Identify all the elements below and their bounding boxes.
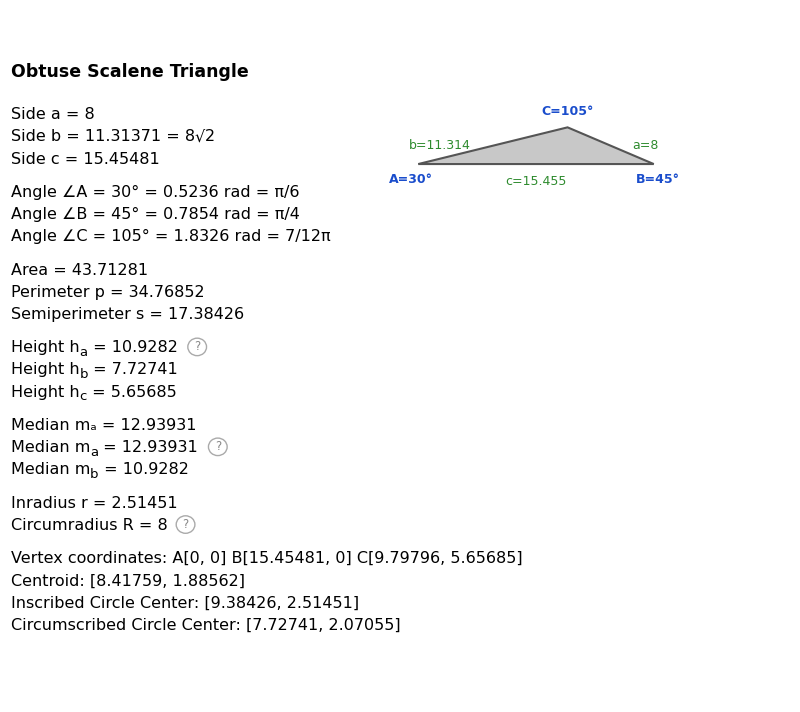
Text: Angle ∠A = 30° = 0.5236 rad = π/6: Angle ∠A = 30° = 0.5236 rad = π/6 <box>10 185 299 200</box>
Text: Obtuse Scalene Triangle: Obtuse Scalene Triangle <box>10 63 249 80</box>
Text: b: b <box>79 368 88 381</box>
Text: B=45°: B=45° <box>635 174 679 187</box>
Text: ?: ? <box>194 340 200 353</box>
Text: ?: ? <box>214 440 221 454</box>
Text: A=30°: A=30° <box>389 174 433 187</box>
Text: c=15.455: c=15.455 <box>506 175 566 188</box>
Text: = 5.65685: = 5.65685 <box>86 384 177 399</box>
Text: = 12.93931: = 12.93931 <box>98 440 198 455</box>
Text: Height h: Height h <box>10 362 79 377</box>
Text: b=11.314: b=11.314 <box>409 140 471 152</box>
Text: b: b <box>90 468 98 481</box>
Text: √: √ <box>195 130 205 145</box>
Text: Angle ∠B = 45° = 0.7854 rad = π/4: Angle ∠B = 45° = 0.7854 rad = π/4 <box>10 207 300 222</box>
Text: a: a <box>79 346 87 359</box>
Text: Centroid: [8.41759, 1.88562]: Centroid: [8.41759, 1.88562] <box>10 573 245 588</box>
Text: Median mₐ = 12.93931: Median mₐ = 12.93931 <box>10 418 196 433</box>
Text: Semiperimeter s = 17.38426: Semiperimeter s = 17.38426 <box>10 307 244 322</box>
Polygon shape <box>418 127 654 164</box>
Text: Result: Result <box>14 9 94 30</box>
Text: = 10.9282: = 10.9282 <box>98 462 189 477</box>
Text: Inradius r = 2.51451: Inradius r = 2.51451 <box>10 496 178 511</box>
Text: Angle ∠C = 105° = 1.8326 rad = 7/12π: Angle ∠C = 105° = 1.8326 rad = 7/12π <box>10 229 330 244</box>
Text: Circumscribed Circle Center: [7.72741, 2.07055]: Circumscribed Circle Center: [7.72741, 2… <box>10 618 401 633</box>
Text: C=105°: C=105° <box>542 105 594 118</box>
Text: ?: ? <box>182 518 189 531</box>
Text: Height h: Height h <box>10 340 79 355</box>
Text: 2: 2 <box>205 130 215 145</box>
Text: = 7.72741: = 7.72741 <box>88 362 178 377</box>
Text: Area = 43.71281: Area = 43.71281 <box>10 263 148 278</box>
Text: Height h: Height h <box>10 384 79 399</box>
Text: c: c <box>79 390 86 403</box>
Text: Median m: Median m <box>10 462 90 477</box>
Text: Median m: Median m <box>10 440 90 455</box>
Text: a: a <box>90 446 98 459</box>
Text: Side b = 11.31371 = 8: Side b = 11.31371 = 8 <box>10 130 195 145</box>
Text: Vertex coordinates: A[0, 0] B[15.45481, 0] C[9.79796, 5.65685]: Vertex coordinates: A[0, 0] B[15.45481, … <box>10 551 522 566</box>
Text: Side c = 15.45481: Side c = 15.45481 <box>10 152 159 167</box>
Text: Circumradius R = 8: Circumradius R = 8 <box>10 518 167 533</box>
Text: Inscribed Circle Center: [9.38426, 2.51451]: Inscribed Circle Center: [9.38426, 2.514… <box>10 596 359 611</box>
Text: = 10.9282: = 10.9282 <box>87 340 178 355</box>
Text: Side a = 8: Side a = 8 <box>10 107 94 122</box>
Text: a=8: a=8 <box>633 140 659 152</box>
Text: Perimeter p = 34.76852: Perimeter p = 34.76852 <box>10 285 205 300</box>
